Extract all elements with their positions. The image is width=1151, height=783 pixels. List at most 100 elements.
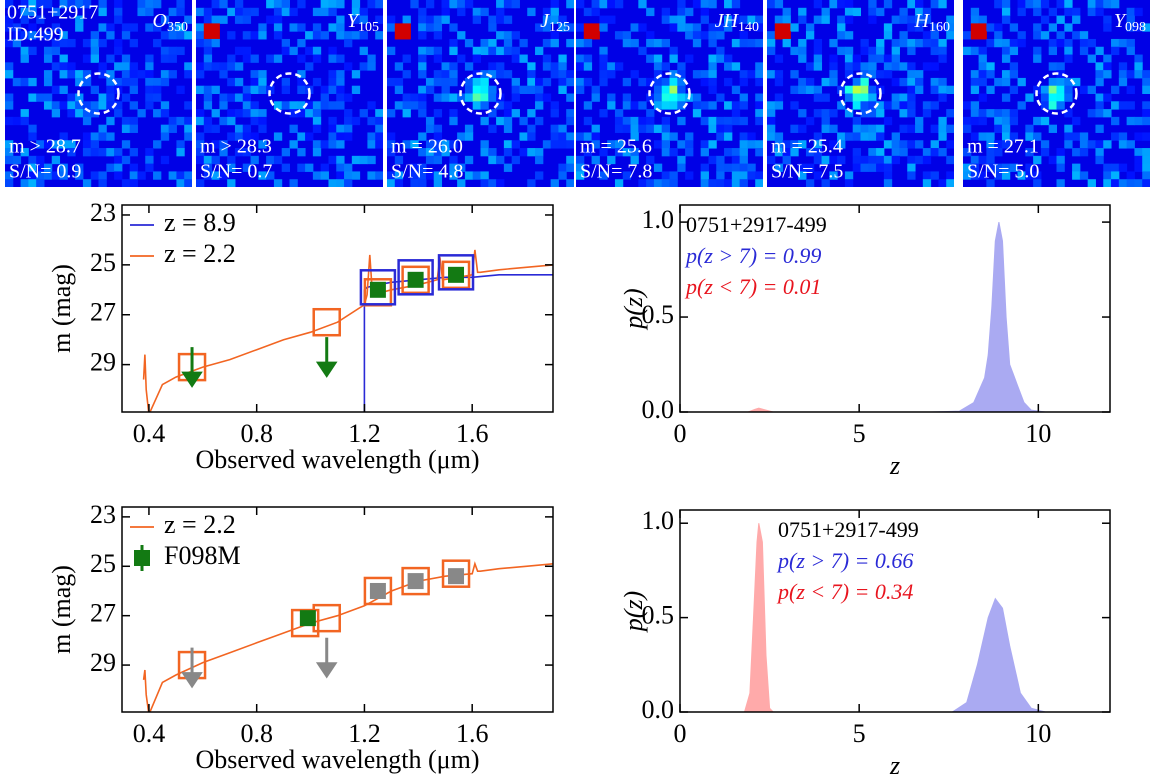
pixel	[731, 171, 741, 180]
pixel	[1087, 7, 1096, 17]
pixel	[168, 46, 177, 56]
pixel	[425, 148, 435, 157]
pixel	[813, 0, 823, 9]
pixel	[59, 85, 68, 94]
pixel	[418, 171, 427, 180]
pixel	[558, 171, 567, 180]
upper-limit-arrow	[181, 347, 203, 388]
pixel	[36, 15, 45, 24]
pixel	[12, 155, 22, 165]
pixel	[488, 124, 497, 133]
pixel	[418, 93, 427, 102]
pixel	[692, 31, 702, 40]
pixel	[739, 171, 748, 180]
pixel	[75, 0, 84, 9]
pixel	[394, 23, 404, 32]
pixel	[708, 0, 717, 9]
pixel	[129, 38, 138, 48]
pixel	[978, 116, 987, 126]
pixel	[258, 116, 267, 126]
pixel	[739, 179, 748, 187]
pixel	[550, 140, 559, 149]
filter-label: Y105	[347, 10, 379, 36]
pixel	[1033, 0, 1042, 9]
pixel	[583, 101, 593, 110]
pixel	[176, 171, 185, 180]
pixel	[876, 155, 885, 165]
pixel	[519, 38, 528, 48]
pixel	[1056, 148, 1065, 157]
pixel	[1009, 23, 1019, 32]
pixel	[28, 46, 37, 56]
pixel	[75, 23, 84, 32]
pixel	[106, 54, 115, 63]
pixel	[351, 31, 361, 40]
pixel	[1056, 0, 1065, 9]
pixel	[550, 15, 559, 24]
pixel	[599, 109, 608, 118]
pixel	[860, 132, 869, 141]
pixel	[98, 148, 107, 157]
pixel	[1001, 7, 1011, 17]
pixel	[614, 140, 624, 149]
pixel	[320, 101, 329, 110]
pixel	[607, 93, 616, 102]
pixel	[963, 46, 972, 56]
pixel	[922, 38, 932, 48]
pixel	[653, 77, 663, 87]
pixel	[20, 116, 29, 126]
pixel	[375, 124, 383, 133]
pixel	[5, 179, 14, 187]
pixel	[51, 155, 61, 165]
pixel	[367, 132, 376, 141]
pixel	[868, 109, 877, 118]
pixel	[739, 93, 748, 102]
pixel	[196, 31, 205, 40]
pixel	[488, 85, 497, 94]
pixel	[1079, 38, 1089, 48]
pixel	[583, 77, 593, 87]
pixel	[160, 132, 170, 141]
pixel	[986, 140, 995, 149]
pixel	[837, 23, 846, 32]
pixel	[716, 163, 725, 172]
pixel	[242, 31, 252, 40]
pixel	[242, 163, 252, 172]
pixel	[550, 31, 559, 40]
pixel	[930, 140, 939, 149]
pixel	[168, 70, 177, 79]
pixel	[106, 85, 115, 94]
pixel	[837, 140, 846, 149]
pixel	[907, 163, 916, 172]
pixel	[1033, 7, 1042, 17]
pixel	[1064, 132, 1073, 141]
pixel	[661, 85, 670, 94]
pixel	[1126, 179, 1135, 187]
pixel	[798, 38, 807, 48]
pixel	[837, 15, 846, 24]
pixel	[320, 0, 329, 9]
annotation: p(z > 7) = 0.66	[776, 548, 913, 573]
pixel	[930, 0, 939, 9]
pixel	[67, 140, 76, 149]
pixel	[457, 179, 466, 187]
pixel	[774, 23, 784, 32]
pixel	[576, 132, 585, 141]
pixel	[591, 132, 600, 141]
pixel	[798, 85, 807, 94]
pixel	[630, 155, 639, 165]
pixel	[472, 77, 481, 87]
pixel	[114, 155, 123, 165]
image-stamp	[576, 0, 763, 187]
pixel	[75, 171, 84, 180]
pixel	[542, 140, 552, 149]
pixel	[891, 155, 900, 165]
pixel	[994, 0, 1003, 9]
pixel	[669, 171, 678, 180]
pixel	[805, 85, 815, 94]
pixel	[196, 116, 205, 126]
pixel	[774, 15, 784, 24]
pixel	[28, 93, 37, 102]
pixel	[1142, 101, 1150, 110]
pixel	[1134, 179, 1143, 187]
